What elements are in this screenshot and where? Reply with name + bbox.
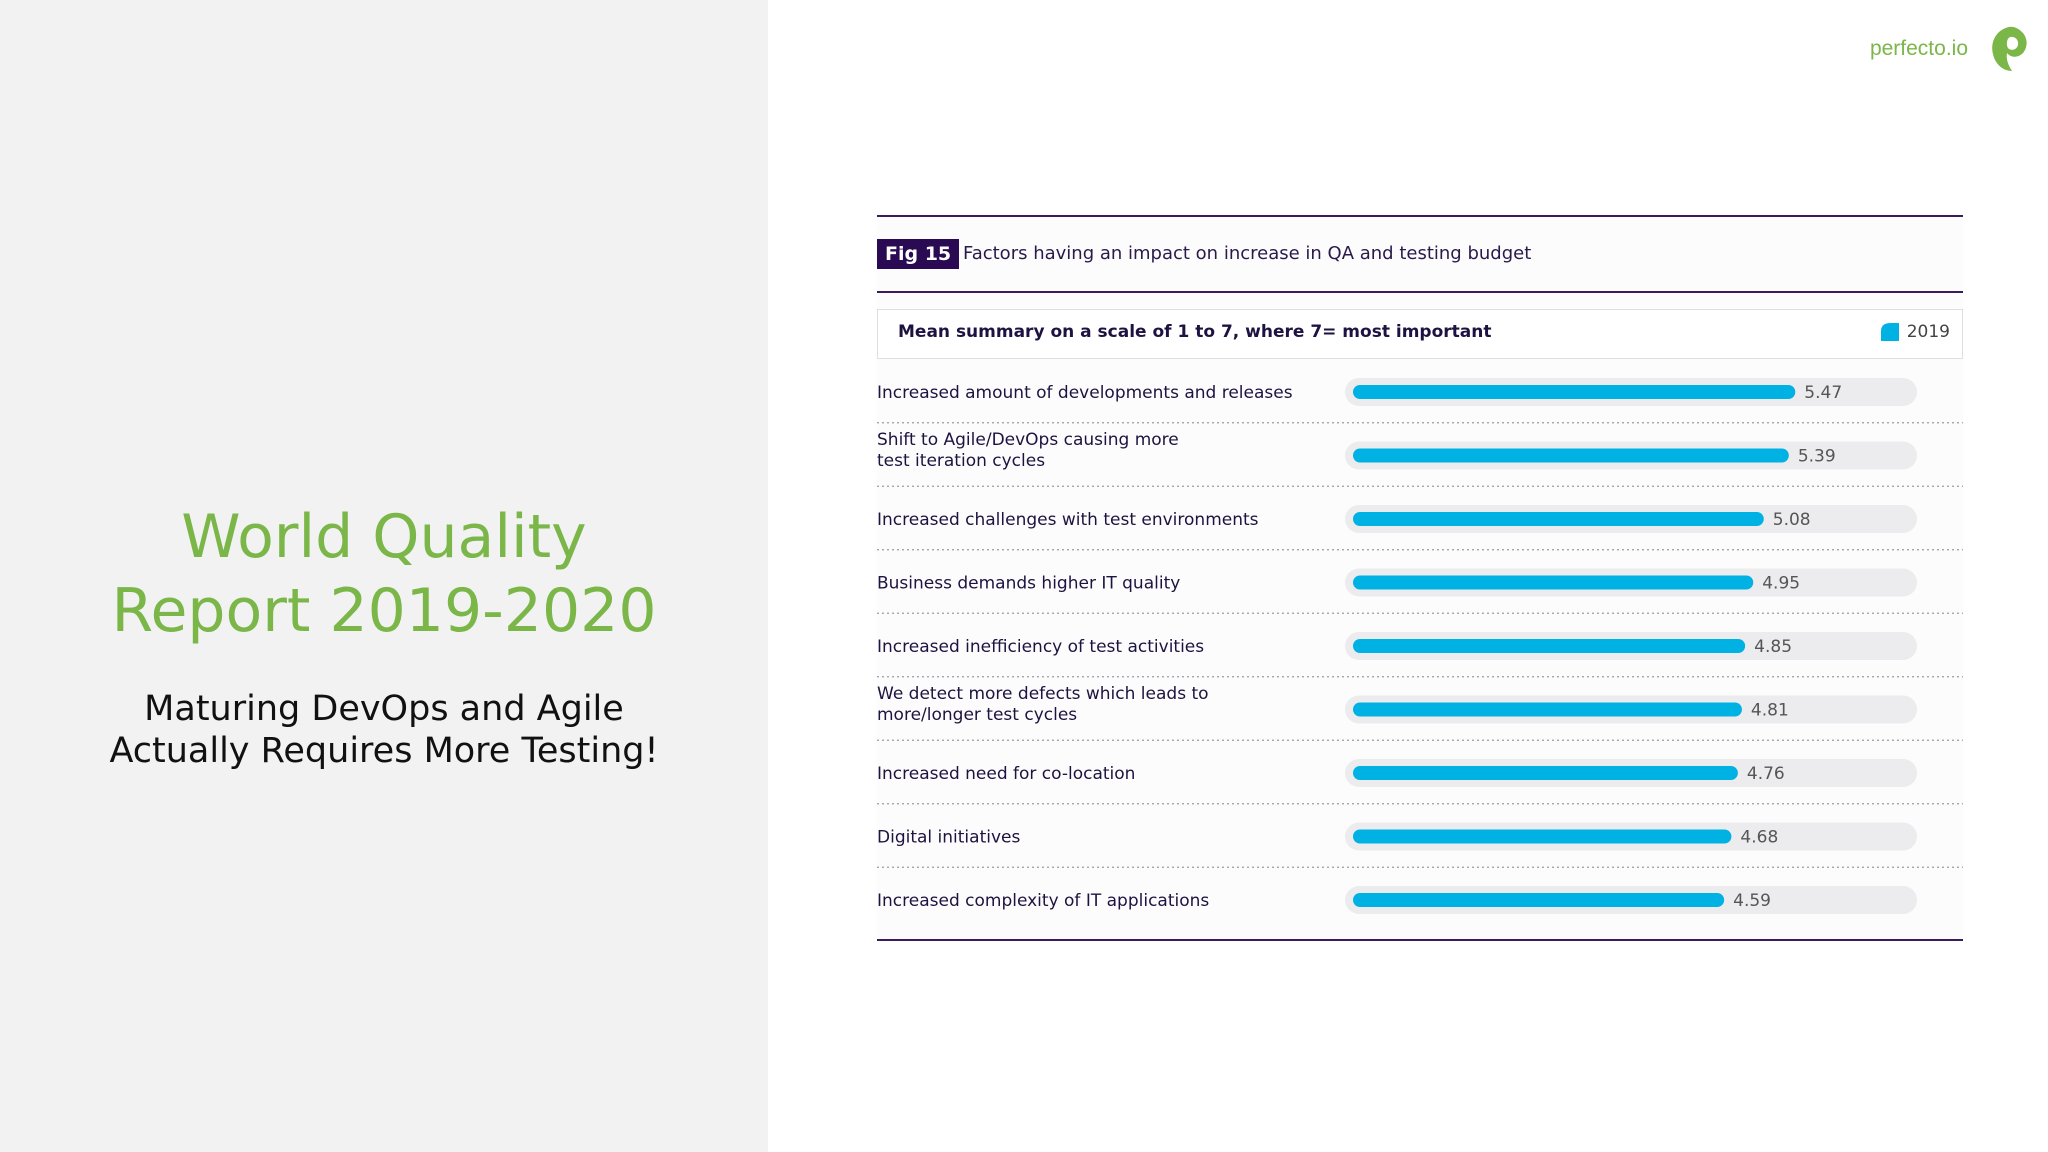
category-label: Increased inefficiency of test activitie… [877,637,1204,657]
brand-name: perfecto.io [1869,37,1968,60]
perfecto-leaf-icon [1992,26,2027,71]
report-title: World Quality Report 2019-2020 [40,500,728,648]
figure-title: Factors having an impact on increase in … [963,243,1532,264]
bar [1353,766,1738,780]
chart-figure: Fig 15 Factors having an impact on incre… [877,215,1963,941]
chart-row: Increased complexity of IT applications 4… [877,886,1917,914]
report-title-line-1: World Quality [181,502,587,572]
summary-text: Mean summary on a scale of 1 to 7, where… [898,322,1492,342]
chart-row: Increased inefficiency of test activitie… [877,632,1963,678]
legend-label: 2019 [1906,322,1950,342]
category-label: more/longer test cycles [877,705,1077,725]
data-label: 4.85 [1754,637,1792,657]
chart-row: Business demands higher IT quality 4.95 [877,568,1963,614]
left-panel: World Quality Report 2019-2020 Maturing … [0,0,768,1152]
figure-badge: Fig 15 [877,239,960,269]
data-label: 4.76 [1747,764,1785,784]
data-label: 5.39 [1798,447,1836,467]
category-label: Increased need for co-location [877,764,1135,784]
bar [1353,448,1789,463]
category-label: test iteration cycles [877,451,1045,471]
chart-row: Increased challenges with test environme… [877,505,1963,551]
chart-row: Digital initiatives 4.68 [877,822,1963,868]
data-label: 4.68 [1740,828,1778,848]
bar [1353,385,1796,399]
bar [1353,639,1746,653]
category-label: Increased amount of developments and rel… [877,383,1293,403]
figure-bottom-rule [877,939,1963,941]
data-label: 4.59 [1733,891,1771,911]
bar [1353,893,1725,907]
bar-chart: Increased amount of developments and rel… [877,378,1963,914]
bar [1353,702,1742,717]
bar [1353,512,1764,526]
category-label: Increased challenges with test environme… [877,510,1259,530]
chart-row: Increased amount of developments and rel… [877,378,1963,424]
data-label: 5.47 [1804,383,1842,403]
data-label: 4.81 [1751,701,1789,721]
category-label: We detect more defects which leads to [877,684,1209,704]
chart-row: We detect more defects which leads tomor… [877,684,1963,741]
category-label: Digital initiatives [877,828,1020,848]
data-label: 4.95 [1762,574,1800,594]
data-label: 5.08 [1773,510,1811,530]
chart-row: Increased need for co-location 4.76 [877,759,1963,805]
category-label: Increased complexity of IT applications [877,891,1209,911]
report-subtitle-line-1: Maturing DevOps and Agile [144,689,624,729]
legend-swatch [1880,323,1899,341]
report-title-line-2: Report 2019-2020 [111,576,657,646]
brand: perfecto.io [1870,24,2030,74]
summary-box: Mean summary on a scale of 1 to 7, where… [877,309,1963,359]
figure-header-rule [877,291,1963,293]
category-label: Business demands higher IT quality [877,574,1180,594]
figure-top-rule [877,215,1963,217]
bar [1353,575,1754,590]
chart-legend: 2019 [1880,322,1950,342]
report-subtitle: Maturing DevOps and Agile Actually Requi… [40,688,728,772]
category-label: Shift to Agile/DevOps causing more [877,430,1179,450]
bar [1353,829,1732,844]
report-subtitle-line-2: Actually Requires More Testing! [109,731,659,771]
